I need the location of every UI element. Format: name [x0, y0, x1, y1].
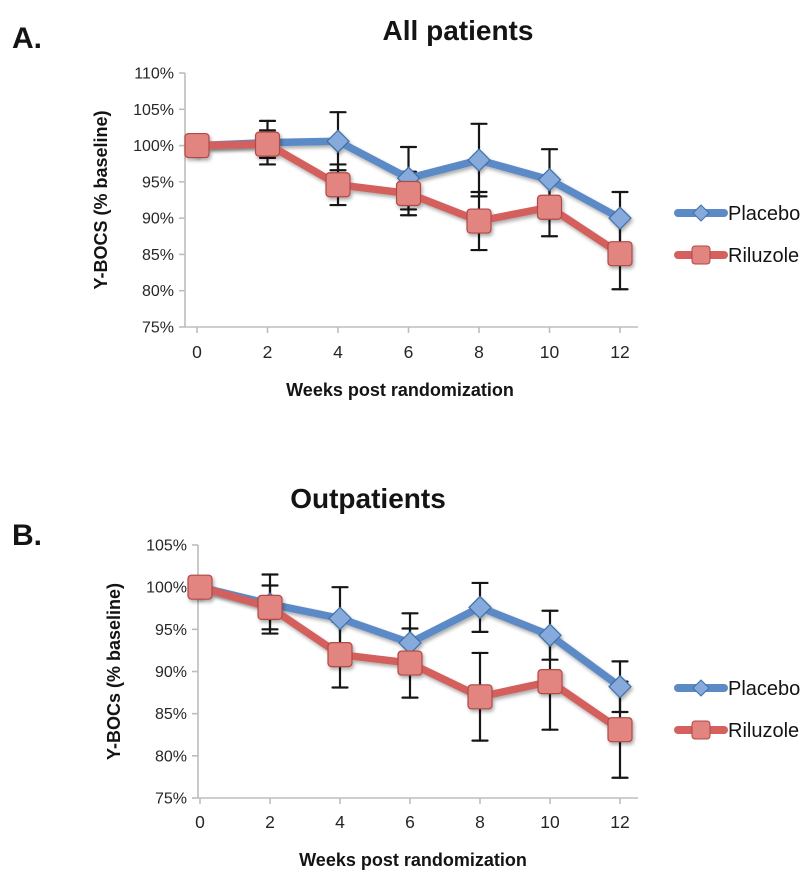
- riluzole-marker: [254, 131, 281, 157]
- panel-label: A.: [12, 22, 42, 55]
- series-riluzole: [187, 574, 633, 743]
- x-tick-label: 8: [474, 342, 484, 362]
- legend-label-placebo: Placebo: [728, 678, 800, 700]
- x-tick-label: 10: [540, 342, 560, 362]
- y-tick-label: 80%: [142, 283, 174, 300]
- riluzole-marker: [467, 684, 493, 710]
- riluzole-marker: [607, 241, 633, 267]
- y-tick-label: 100%: [146, 580, 187, 597]
- panel-label: B.: [12, 519, 42, 552]
- placebo-marker: [467, 148, 491, 172]
- y-tick-label: 95%: [155, 622, 187, 639]
- riluzole-marker: [607, 717, 633, 743]
- axes: [179, 72, 638, 333]
- y-axis-title: Y-BOCs (% baseline): [104, 583, 124, 760]
- placebo-marker: [608, 206, 632, 230]
- riluzole-marker: [327, 642, 353, 668]
- x-tick-label: 0: [195, 812, 205, 832]
- legend: Placebo Riluzole: [674, 678, 800, 742]
- x-tick-label: 2: [263, 342, 273, 362]
- riluzole-marker: [537, 669, 563, 695]
- x-tick-label: 2: [265, 812, 275, 832]
- riluzole-marker: [395, 180, 422, 207]
- riluzole-marker: [536, 194, 563, 220]
- riluzole-marker: [257, 594, 283, 621]
- tick-labels: 75% 80% 85% 90% 95% 100% 105% 0 2 4 6 8 10 12: [146, 538, 630, 833]
- panel-a-chart: 75% 80% 85% 90% 95% 100% 105% 110% 0 2 4 6 8 10 12 All …: [12, 15, 800, 400]
- x-tick-label: 6: [404, 342, 414, 362]
- placebo-marker: [328, 606, 352, 631]
- x-tick-label: 4: [333, 342, 343, 362]
- x-tick-label: 10: [540, 812, 560, 832]
- chart-title: Outpatients: [290, 483, 446, 514]
- x-tick-label: 8: [475, 812, 485, 832]
- x-tick-label: 12: [610, 812, 629, 832]
- legend-label-placebo: Placebo: [728, 203, 800, 225]
- legend-label-riluzole: Riluzole: [728, 720, 799, 742]
- riluzole-marker: [466, 208, 492, 234]
- legend-placebo-marker: [692, 204, 710, 222]
- y-tick-label: 95%: [142, 174, 174, 191]
- y-tick-label: 85%: [142, 247, 174, 264]
- x-axis-title: Weeks post randomization: [299, 850, 527, 870]
- x-tick-label: 0: [192, 342, 202, 362]
- y-axis-title: Y-BOCS (% baseline): [91, 110, 111, 289]
- legend-riluzole-marker: [691, 720, 711, 740]
- legend-label-riluzole: Riluzole: [728, 245, 799, 267]
- y-tick-label: 100%: [133, 138, 174, 155]
- series-riluzole: [184, 131, 633, 267]
- legend: Placebo Riluzole: [674, 203, 800, 267]
- y-tick-label: 75%: [155, 791, 187, 808]
- placebo-marker: [608, 674, 632, 699]
- panel-b-chart: 75% 80% 85% 90% 95% 100% 105% 0 2 4 6 8 10 12 Outpatie…: [12, 483, 800, 870]
- legend-placebo-marker: [692, 679, 710, 697]
- x-tick-label: 6: [405, 812, 415, 832]
- chart-title: All patients: [383, 15, 534, 46]
- y-tick-label: 105%: [133, 102, 174, 119]
- riluzole-marker: [397, 650, 423, 676]
- y-tick-label: 110%: [134, 66, 174, 83]
- placebo-marker: [538, 623, 562, 648]
- x-tick-label: 4: [335, 812, 345, 832]
- placebo-marker: [326, 129, 350, 154]
- x-axis-title: Weeks post randomization: [286, 380, 514, 400]
- tick-labels: 75% 80% 85% 90% 95% 100% 105% 110% 0 2 4 6 8 10 12: [133, 66, 630, 363]
- y-tick-label: 90%: [155, 664, 187, 681]
- y-tick-label: 80%: [155, 748, 187, 765]
- legend-riluzole-marker: [691, 245, 711, 265]
- riluzole-marker: [184, 132, 210, 159]
- x-tick-label: 12: [610, 342, 629, 362]
- y-tick-label: 105%: [146, 538, 187, 555]
- y-tick-label: 85%: [155, 706, 187, 723]
- riluzole-marker: [325, 172, 351, 198]
- placebo-marker: [537, 167, 562, 192]
- placebo-marker: [468, 595, 492, 620]
- axes: [192, 544, 638, 804]
- riluzole-marker: [187, 574, 213, 600]
- y-tick-label: 75%: [142, 320, 174, 337]
- y-tick-label: 90%: [142, 211, 174, 228]
